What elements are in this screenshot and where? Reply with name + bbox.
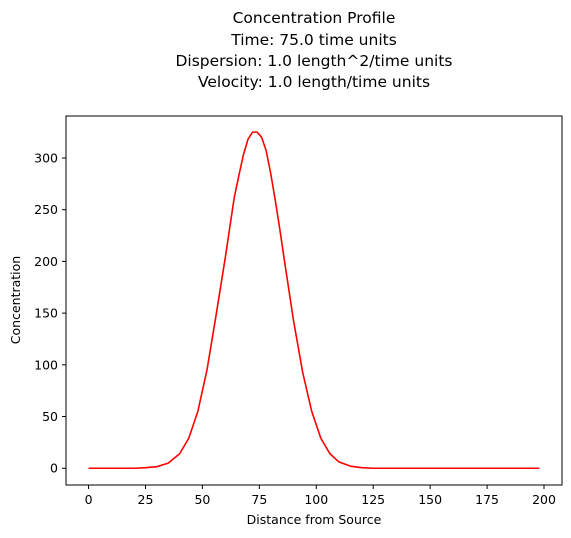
- x-tick-label: 125: [361, 492, 385, 507]
- x-tick-label: 0: [85, 492, 93, 507]
- plot-area: [65, 115, 563, 486]
- series-line-concentration: [88, 131, 540, 470]
- y-tick-label: 50: [42, 409, 58, 424]
- y-tick-label: 300: [34, 150, 58, 165]
- x-tick-label: 100: [304, 492, 328, 507]
- x-axis-label: Distance from Source: [247, 512, 382, 527]
- title-line-1: Concentration Profile: [233, 9, 396, 27]
- title-line-3: Dispersion: 1.0 length^2/time units: [175, 52, 452, 70]
- x-tick-label: 75: [251, 492, 267, 507]
- plot-frame: [65, 115, 563, 486]
- title-line-4: Velocity: 1.0 length/time units: [198, 73, 430, 91]
- x-axis-ticks: 0 25 50 75 100 125 150 175 200: [85, 485, 556, 507]
- y-axis-label: Concentration: [8, 256, 23, 344]
- y-axis-ticks: 0 50 100 150 200 250 300: [34, 150, 66, 476]
- title-line-2: Time: 75.0 time units: [230, 31, 397, 49]
- x-tick-label: 200: [532, 492, 556, 507]
- x-tick-label: 25: [138, 492, 154, 507]
- y-tick-label: 100: [34, 357, 58, 372]
- x-tick-label: 50: [194, 492, 210, 507]
- y-tick-label: 0: [50, 461, 58, 476]
- chart-title: Concentration Profile Time: 75.0 time un…: [175, 9, 452, 91]
- y-tick-label: 150: [34, 306, 58, 321]
- x-tick-label: 175: [475, 492, 499, 507]
- y-tick-label: 250: [34, 202, 58, 217]
- x-tick-label: 150: [418, 492, 442, 507]
- y-tick-label: 200: [34, 254, 58, 269]
